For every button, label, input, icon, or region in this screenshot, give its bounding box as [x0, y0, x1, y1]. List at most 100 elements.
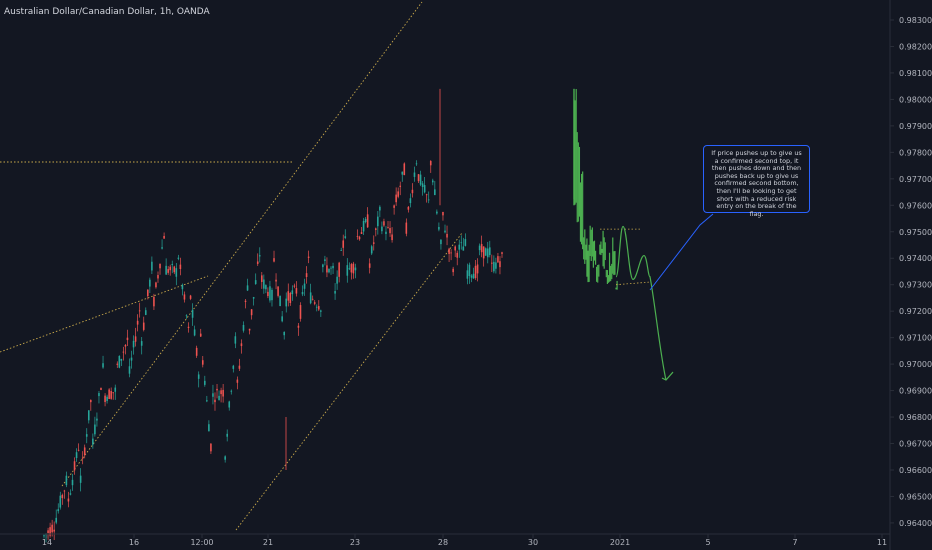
candle-body: [364, 218, 367, 223]
candle-body: [281, 316, 283, 322]
candle-body: [147, 289, 149, 297]
candle-body: [165, 265, 167, 275]
candle-body: [409, 198, 412, 204]
candle-body: [106, 396, 108, 401]
candle-body: [499, 261, 501, 268]
candle-body: [269, 286, 271, 301]
projected-path: [615, 225, 667, 381]
candle-body: [344, 236, 347, 238]
candle-body: [381, 226, 383, 232]
candle-body: [240, 343, 243, 347]
projection-arrowhead: [661, 371, 674, 381]
candle-body: [69, 493, 72, 495]
candle-body: [92, 438, 94, 445]
candle-body: [423, 185, 426, 193]
candle-body: [132, 340, 135, 348]
candle-body: [149, 279, 151, 287]
candle-body: [151, 261, 153, 271]
candle-body: [242, 324, 245, 331]
candle-body: [73, 461, 76, 471]
candle-body: [332, 265, 334, 269]
y-tick-label: 0.97600: [899, 201, 932, 210]
candle-body: [114, 387, 117, 392]
candle-body: [206, 400, 208, 402]
y-tick-label: 0.97300: [899, 281, 932, 290]
channel-upper-line: [61, 1, 423, 487]
candle-body: [466, 270, 469, 279]
candle-body: [326, 265, 328, 273]
candle-body: [307, 256, 310, 258]
candle-body: [476, 264, 479, 274]
candle-body: [427, 199, 430, 201]
candle-body: [444, 230, 446, 233]
candle-body: [173, 266, 176, 273]
candle-body: [431, 180, 434, 183]
y-tick-label: 0.97400: [899, 254, 932, 263]
candle-body: [346, 265, 349, 276]
x-tick-label: 28: [438, 538, 448, 547]
candle-body: [61, 494, 64, 499]
candle-body: [267, 291, 269, 297]
y-tick-label: 0.96700: [899, 440, 932, 449]
candle-body: [169, 266, 172, 271]
candle-body: [271, 289, 273, 301]
candle-body: [313, 302, 316, 304]
price-axis[interactable]: 0.98300 0.98200 0.98100 0.98000 0.97900 0.978…: [889, 0, 932, 550]
candle-body: [234, 336, 237, 344]
candle-body: [440, 239, 442, 245]
candle-body: [201, 360, 204, 365]
candle-body: [81, 457, 84, 459]
candle-body: [94, 424, 96, 435]
candle-body: [214, 399, 216, 403]
candle-body: [183, 294, 186, 300]
candle-body: [248, 328, 251, 331]
candle-body: [83, 447, 86, 456]
candle-body: [197, 374, 200, 379]
candle-body: [218, 395, 220, 401]
time-axis[interactable]: 14 16 12:00 21 23 28 30 2021 5 7 11: [0, 533, 890, 547]
candle-body: [429, 160, 432, 166]
annotation-text: If price pushes up to give us a confirme…: [711, 149, 802, 218]
candle-body: [328, 268, 330, 273]
candle-body: [175, 268, 178, 277]
candle-body: [436, 211, 438, 214]
candle-body: [352, 263, 355, 274]
candle-body: [128, 366, 131, 374]
candle-body: [222, 389, 224, 397]
candle-body: [488, 247, 491, 256]
candle-body: [372, 242, 375, 244]
candle-body: [275, 279, 277, 282]
candle-body: [320, 310, 322, 312]
candle-body: [43, 535, 45, 537]
candle-body: [191, 309, 194, 318]
candle-body: [71, 479, 74, 486]
candle-body: [434, 189, 436, 196]
candle-body: [454, 246, 456, 251]
candle-body: [130, 357, 133, 361]
candle-body: [210, 443, 212, 452]
candle-body: [493, 261, 495, 272]
annotation-note[interactable]: If price pushes up to give us a confirme…: [703, 145, 810, 218]
candle-body: [57, 509, 60, 512]
candle-body: [163, 235, 165, 239]
y-tick-label: 0.97700: [899, 175, 932, 184]
candle-body: [448, 248, 450, 254]
candle-body: [350, 264, 353, 273]
candle-body: [279, 295, 281, 306]
candle-body: [126, 337, 129, 341]
candle-body: [120, 358, 123, 361]
candle-body: [495, 262, 497, 269]
candle-body: [362, 221, 365, 232]
candle-body: [230, 390, 233, 392]
y-tick-label: 0.97000: [899, 360, 932, 369]
candle-body: [391, 234, 393, 241]
candle-body: [142, 322, 145, 330]
candle-body: [116, 363, 119, 365]
y-tick-label: 0.98200: [899, 42, 932, 51]
candle-body: [236, 379, 239, 383]
candle-body: [263, 279, 265, 289]
trendlines: [0, 1, 463, 531]
candle-body: [480, 243, 483, 253]
candle-body: [110, 391, 112, 399]
